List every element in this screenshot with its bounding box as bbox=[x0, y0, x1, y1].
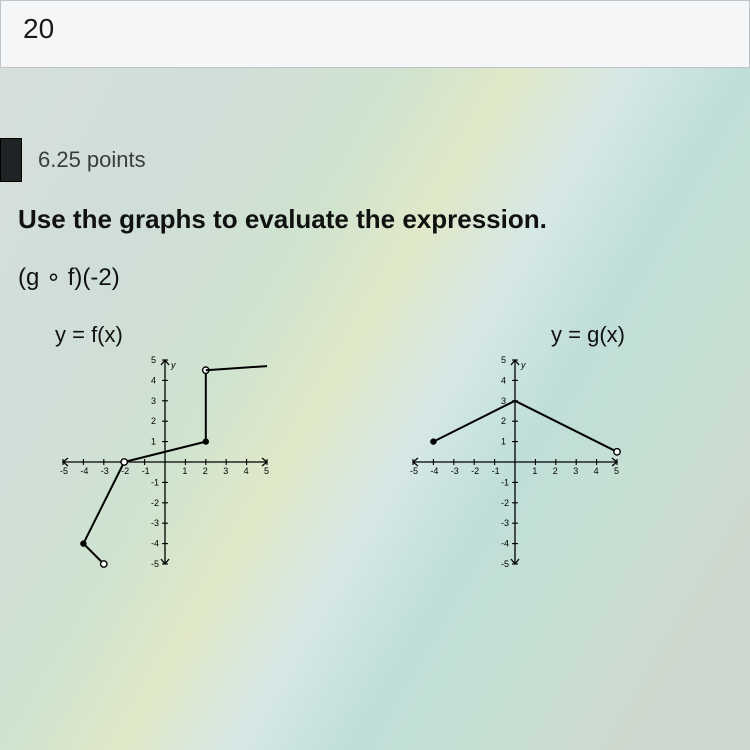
svg-text:-1: -1 bbox=[142, 466, 150, 476]
svg-text:-2: -2 bbox=[471, 466, 479, 476]
svg-text:3: 3 bbox=[223, 466, 228, 476]
svg-text:-4: -4 bbox=[80, 466, 88, 476]
expression-text: (g ∘ f)(-2) bbox=[18, 263, 750, 292]
svg-text:-5: -5 bbox=[151, 559, 159, 569]
graph-g-svg: -5 -4 -3 -2 -1 1 2 3 4 5 -5 -4 -3 -2 -1 1 2 3 4 5 y bbox=[405, 352, 625, 572]
svg-text:-1: -1 bbox=[151, 477, 159, 487]
question-prompt: Use the graphs to evaluate the expressio… bbox=[18, 204, 738, 235]
svg-text:4: 4 bbox=[244, 466, 249, 476]
svg-text:3: 3 bbox=[573, 466, 578, 476]
svg-text:-2: -2 bbox=[501, 498, 509, 508]
svg-text:y: y bbox=[170, 360, 176, 370]
graph-f-svg: -5-4-3-2-112345-5-4-3-2-112345y bbox=[55, 352, 275, 572]
svg-text:3: 3 bbox=[501, 396, 506, 406]
svg-text:-5: -5 bbox=[410, 466, 418, 476]
svg-text:1: 1 bbox=[182, 466, 187, 476]
svg-text:-3: -3 bbox=[451, 466, 459, 476]
graphs-container: y = f(x) -5-4-3-2-112345-5-4-3-2-112345y… bbox=[55, 322, 750, 572]
svg-text:5: 5 bbox=[501, 355, 506, 365]
svg-text:4: 4 bbox=[501, 375, 506, 385]
answer-input[interactable]: 20 bbox=[0, 0, 750, 68]
svg-text:-2: -2 bbox=[151, 498, 159, 508]
graph-g-label: y = g(x) bbox=[405, 322, 625, 348]
svg-text:-1: -1 bbox=[501, 477, 509, 487]
points-row: 6.25 points bbox=[0, 138, 750, 182]
graph-f-label: y = f(x) bbox=[55, 322, 275, 348]
graph-g-block: y = g(x) -5 -4 -3 -2 -1 1 2 3 4 5 -5 -4 -3 -2 -1 1 2 3 4 5 y bbox=[405, 322, 625, 572]
svg-text:5: 5 bbox=[264, 466, 269, 476]
svg-text:1: 1 bbox=[501, 437, 506, 447]
question-page: 6.25 points Use the graphs to evaluate t… bbox=[0, 68, 750, 750]
svg-text:-3: -3 bbox=[501, 518, 509, 528]
svg-text:4: 4 bbox=[594, 466, 599, 476]
svg-text:y: y bbox=[520, 360, 526, 370]
svg-text:-3: -3 bbox=[151, 518, 159, 528]
svg-text:5: 5 bbox=[151, 355, 156, 365]
svg-text:2: 2 bbox=[501, 416, 506, 426]
svg-text:-3: -3 bbox=[101, 466, 109, 476]
points-label: 6.25 points bbox=[38, 147, 146, 173]
answer-value: 20 bbox=[23, 13, 54, 44]
svg-text:-5: -5 bbox=[501, 559, 509, 569]
svg-text:2: 2 bbox=[151, 416, 156, 426]
svg-text:2: 2 bbox=[203, 466, 208, 476]
svg-text:-4: -4 bbox=[151, 539, 159, 549]
svg-text:-5: -5 bbox=[60, 466, 68, 476]
svg-text:4: 4 bbox=[151, 375, 156, 385]
svg-text:1: 1 bbox=[532, 466, 537, 476]
svg-text:2: 2 bbox=[553, 466, 558, 476]
svg-text:5: 5 bbox=[614, 466, 619, 476]
svg-text:1: 1 bbox=[151, 437, 156, 447]
svg-text:-4: -4 bbox=[430, 466, 438, 476]
svg-text:-1: -1 bbox=[492, 466, 500, 476]
svg-text:3: 3 bbox=[151, 396, 156, 406]
graph-f-block: y = f(x) -5-4-3-2-112345-5-4-3-2-112345y bbox=[55, 322, 275, 572]
question-marker-tab bbox=[0, 138, 22, 182]
svg-text:-4: -4 bbox=[501, 539, 509, 549]
